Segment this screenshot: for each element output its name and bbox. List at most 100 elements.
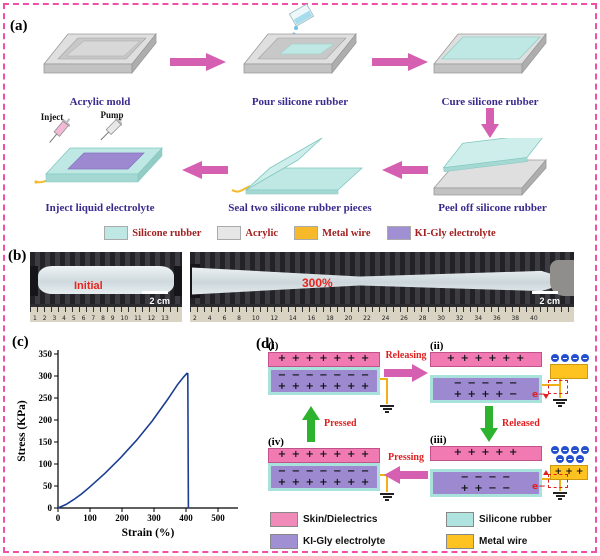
electrolyte-layer: − − − − − − − + + + + + + + <box>268 367 380 395</box>
ground-icon <box>552 491 568 500</box>
wire <box>386 378 388 404</box>
legend-label-kigly: KI-Gly electrolyte <box>414 227 496 239</box>
electron-arrow-icon <box>543 470 549 475</box>
electrolyte-top-charges: − − − − <box>460 472 512 483</box>
electron-label: e− <box>532 482 546 492</box>
electron-dot <box>566 455 574 463</box>
y-tick-50: 50 <box>43 481 53 491</box>
legend-item-silicone-rubber: Silicone rubber <box>104 226 201 240</box>
inject-device-graphic <box>34 147 163 184</box>
syringe-pump-icon <box>100 117 122 141</box>
transition-releasing-label: Releasing <box>385 350 427 361</box>
electron-dot <box>561 354 569 362</box>
step-label-inject: Inject liquid electrolyte <box>45 202 155 214</box>
cure-tray-graphic <box>433 32 547 75</box>
x-tick-100: 100 <box>83 513 97 523</box>
electrolyte-bottom-charges: + + + + + + + <box>277 477 371 488</box>
y-axis-label: Stress (KPa) <box>16 400 28 462</box>
state-ii-number: (ii) <box>430 340 444 352</box>
legend-label-silicone-d: Silicone rubber <box>479 514 552 525</box>
panel-a-tag: (a) <box>10 18 28 34</box>
skin-layer: + + + + + + + <box>268 448 380 463</box>
electrolyte-layer: − − − − − + + + + − <box>430 375 542 403</box>
legend-label-skin: Skin/Dielectrics <box>303 514 378 525</box>
y-tick-200: 200 <box>39 415 53 425</box>
panel-d-tag: (d) <box>256 336 275 352</box>
electron-dots <box>550 446 590 454</box>
legend-swatch-kigly <box>386 226 411 240</box>
legend-label-metal-d: Metal wire <box>479 536 528 547</box>
electron-arrow-icon <box>543 394 549 399</box>
ground-icon <box>552 398 568 407</box>
peel-tray-graphic <box>433 138 548 197</box>
x-tick-300: 300 <box>147 513 161 523</box>
electron-dot <box>561 446 569 454</box>
electron-dot <box>581 354 589 362</box>
electrolyte-layer: − − − − − − − + + + + + + + <box>268 463 380 491</box>
right-clamp <box>174 266 182 296</box>
electrolyte-bottom-charges: + + + + − <box>453 389 519 400</box>
legend-label-silicone-rubber: Silicone rubber <box>132 227 202 239</box>
electron-dot <box>571 446 579 454</box>
ruler: 2 4 6 8 10 12 14 16 18 20 22 24 26 28 30… <box>190 307 574 322</box>
electron-dots <box>550 354 590 362</box>
panel-c-tag: (c) <box>12 334 29 350</box>
legend-swatch-silicone-rubber <box>104 226 129 240</box>
legend-item-silicone-rubber-d: Silicone rubber <box>446 512 552 527</box>
sample-membrane <box>38 266 174 294</box>
wire <box>559 377 561 398</box>
electron-dot <box>576 455 584 463</box>
legend-label-acrylic: Acrylic <box>245 227 279 239</box>
state-ii-cell: + + + + + + − − − − − + + + + − <box>430 352 542 403</box>
legend-item-acrylic: Acrylic <box>217 226 278 240</box>
left-clamp <box>30 266 38 296</box>
x-tick-0: 0 <box>56 513 61 523</box>
electron-dot <box>581 446 589 454</box>
stress-strain-curve <box>57 372 190 509</box>
x-tick-500: 500 <box>211 513 225 523</box>
process-arrow-5-icon <box>182 161 228 179</box>
state-i-number: (i) <box>268 340 279 352</box>
step-label-cure: Cure silicone rubber <box>441 96 539 108</box>
wire <box>386 474 388 492</box>
step-label-pour: Pour silicone rubber <box>251 96 349 108</box>
ground-icon <box>379 492 395 501</box>
legend-swatch-silicone-d <box>446 512 474 527</box>
stress-strain-chart: 0 50 100 150 200 250 300 350 0 100 200 3… <box>12 340 254 554</box>
y-tick-150: 150 <box>39 437 53 447</box>
ruler: 1 2 3 4 5 6 7 8 9 10 11 12 13 <box>30 307 182 322</box>
acrylic-mold-graphic <box>43 32 157 75</box>
scale-bar <box>532 291 558 294</box>
hand <box>550 260 574 296</box>
transition-pressing-label: Pressing <box>388 452 424 463</box>
x-tick-400: 400 <box>179 513 193 523</box>
wire <box>542 384 560 386</box>
metal-electrode <box>550 364 588 379</box>
wire <box>559 479 561 491</box>
y-tick-300: 300 <box>39 371 53 381</box>
ruler-numbers: 2 4 6 8 10 12 14 16 18 20 22 24 26 28 30… <box>193 315 538 322</box>
stretch-ratio-label: 300% <box>302 276 333 290</box>
pressing-arrow-icon <box>384 466 428 484</box>
legend-item-metal-wire-d: Metal wire <box>446 534 527 549</box>
panel-a-legend: Silicone rubber Acrylic Metal wire KI-Gl… <box>40 226 560 240</box>
electron-flow-box <box>548 474 568 488</box>
y-tick-350: 350 <box>39 349 53 359</box>
state-iv-number: (iv) <box>268 436 284 448</box>
scale-bar <box>142 291 168 294</box>
process-arrow-1-icon <box>170 53 226 71</box>
y-tick-250: 250 <box>39 393 53 403</box>
electrolyte-layer: − − − − + + − − <box>430 469 542 497</box>
photo-stretched: 300% 2 cm 2 4 6 8 10 12 14 16 18 20 22 2… <box>190 252 574 322</box>
process-arrow-3-icon <box>481 108 499 138</box>
step-label-seal: Seal two silicone rubber pieces <box>228 202 372 214</box>
step-label-peel: Peel off silicone rubber <box>438 202 547 214</box>
pour-tray-graphic <box>243 32 357 75</box>
transition-pressed-label: Pressed <box>324 418 357 429</box>
electrolyte-top-charges: − − − − − − − <box>277 466 371 477</box>
electron-flow-box <box>548 380 568 394</box>
x-axis-label: Strain (%) <box>122 527 175 539</box>
skin-layer: + + + + + + <box>430 352 542 367</box>
initial-label: Initial <box>74 280 103 292</box>
legend-swatch-skin <box>270 512 298 527</box>
